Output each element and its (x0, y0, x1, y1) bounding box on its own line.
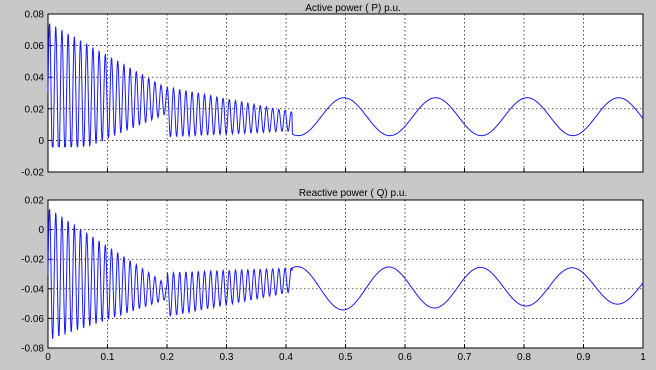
y-tick-label: -0.06 (21, 314, 44, 325)
chart-title-reactive-power: Reactive power ( Q) p.u. (299, 188, 407, 199)
x-tick-label: 0 (45, 352, 51, 363)
y-tick-label: -0.08 (21, 344, 44, 355)
y-tick-label: 0.02 (25, 104, 45, 115)
x-tick-label: 0.8 (517, 352, 531, 363)
x-tick-label: 0.1 (101, 352, 115, 363)
y-tick-label: 0.06 (25, 41, 45, 52)
x-tick-label: 0.5 (339, 352, 353, 363)
x-tick-label: 1 (640, 352, 646, 363)
y-tick-label: 0 (38, 225, 44, 236)
x-tick-label: 0.3 (220, 352, 234, 363)
y-tick-label: 0.08 (25, 10, 45, 21)
active-power-plot: -0.02 0 0.02 0.04 0.06 0.08 (21, 10, 644, 179)
y-tick-label: 0 (38, 136, 44, 147)
x-tick-label: 0.9 (577, 352, 591, 363)
y-tick-label: -0.02 (21, 255, 44, 266)
x-tick-label: 0.7 (458, 352, 472, 363)
x-tick-label: 0.2 (160, 352, 174, 363)
x-tick-label: 0.4 (279, 352, 293, 363)
reactive-power-plot: 0 0.1 0.2 0.3 0.4 0.5 0.6 0.7 0.8 0.9 1 -0.08 -0.06 -… (21, 196, 646, 364)
y-tick-label: -0.04 (21, 284, 44, 295)
chart-title-active-power: Active power ( P) p.u. (305, 3, 401, 14)
data-line (47, 209, 644, 339)
x-tick-label: 0.6 (398, 352, 412, 363)
y-tick-label: 0.02 (25, 196, 45, 207)
y-tick-label: 0.04 (25, 73, 45, 84)
data-line (47, 23, 644, 148)
y-tick-label: -0.02 (21, 168, 44, 179)
